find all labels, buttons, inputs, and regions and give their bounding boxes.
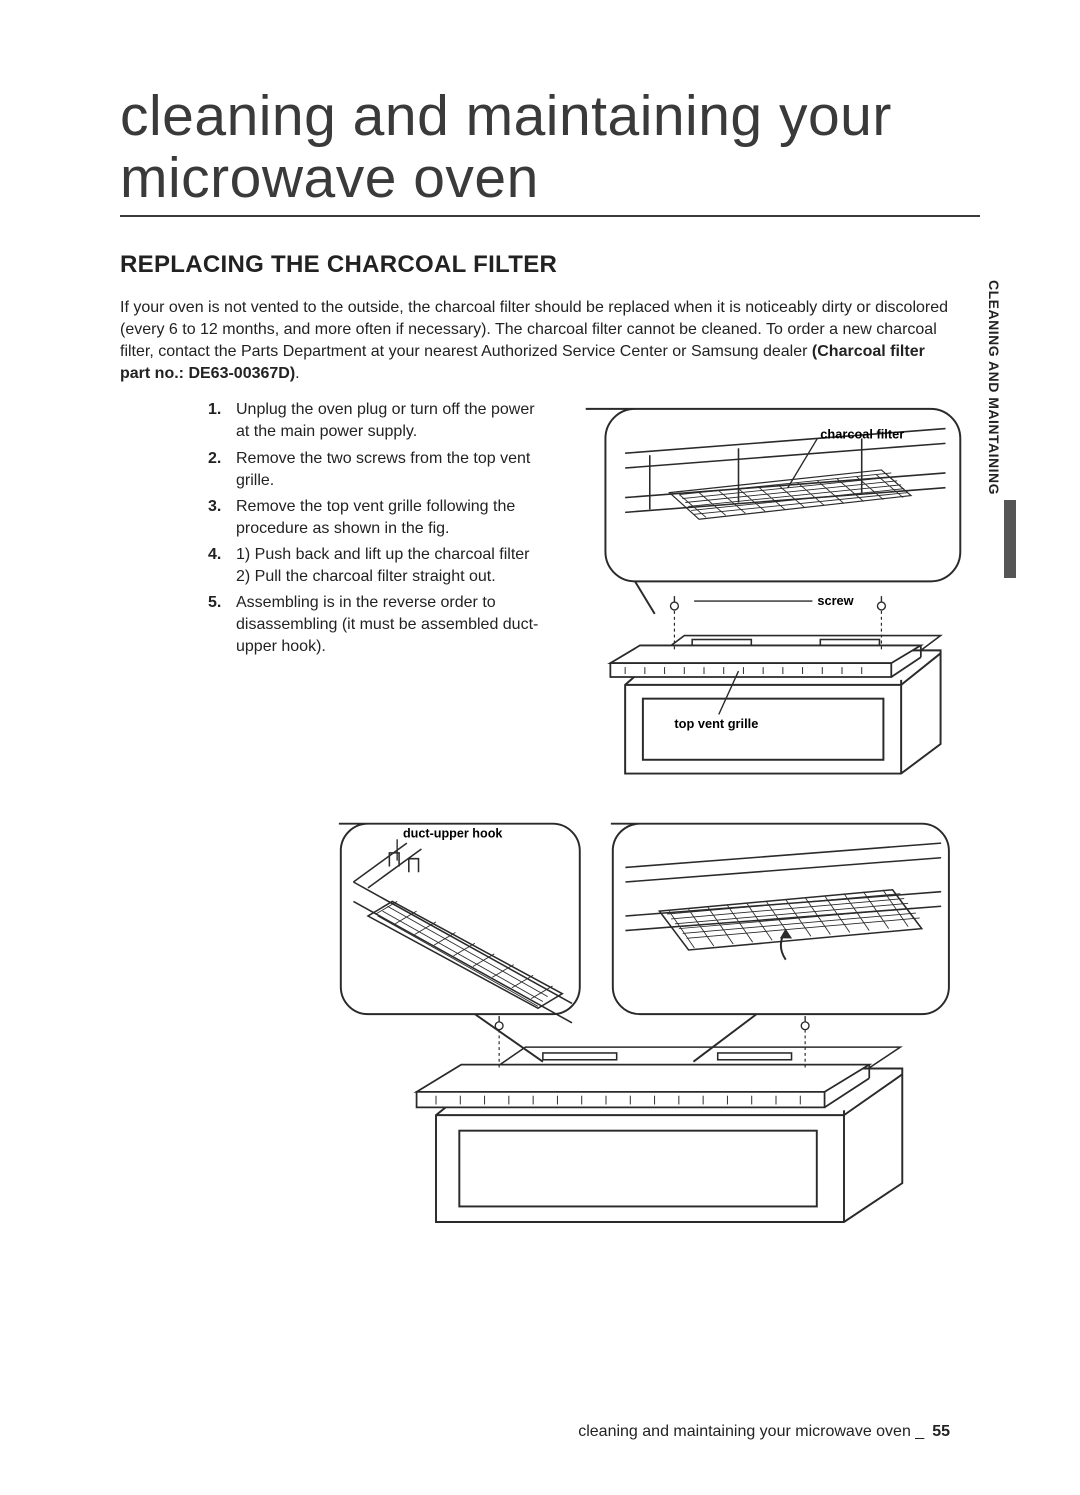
step-item: Assembling is in the reverse order to di…: [208, 592, 550, 658]
intro-post: .: [295, 365, 299, 382]
step-item: Remove the top vent grille following the…: [208, 496, 550, 540]
figure-lower: duct-upper hook: [120, 814, 980, 1232]
intro-paragraph: If your oven is not vented to the outsid…: [120, 297, 950, 385]
step-item: Unplug the oven plug or turn off the pow…: [208, 399, 550, 443]
page-title: cleaning and maintaining your microwave …: [120, 86, 980, 217]
section-tab-label: CLEANING AND MAINTAINING: [986, 280, 1002, 495]
label-top-vent-grille: top vent grille: [674, 717, 758, 732]
steps-column: Unplug the oven plug or turn off the pow…: [120, 399, 550, 662]
body-row: Unplug the oven plug or turn off the pow…: [120, 399, 980, 793]
section-tab-accent: [1004, 500, 1016, 578]
label-screw: screw: [817, 593, 853, 608]
label-charcoal-filter: charcoal filter: [820, 427, 904, 442]
step-item: 1) Push back and lift up the charcoal fi…: [208, 544, 550, 588]
diagram-lower: duct-upper hook: [300, 814, 980, 1232]
diagram-upper: charcoal filter: [566, 399, 980, 793]
section-heading: REPLACING THE CHARCOAL FILTER: [120, 251, 980, 279]
footer-text: cleaning and maintaining your microwave …: [578, 1423, 924, 1440]
manual-page: cleaning and maintaining your microwave …: [0, 0, 1080, 1495]
figure-upper: charcoal filter: [566, 399, 980, 793]
step-item: Remove the two screws from the top vent …: [208, 448, 550, 492]
label-duct-upper-hook: duct-upper hook: [403, 826, 503, 840]
steps-list: Unplug the oven plug or turn off the pow…: [208, 399, 550, 658]
page-footer: cleaning and maintaining your microwave …: [578, 1423, 950, 1441]
section-tab: CLEANING AND MAINTAINING: [980, 280, 1004, 620]
page-number: 55: [932, 1423, 950, 1440]
